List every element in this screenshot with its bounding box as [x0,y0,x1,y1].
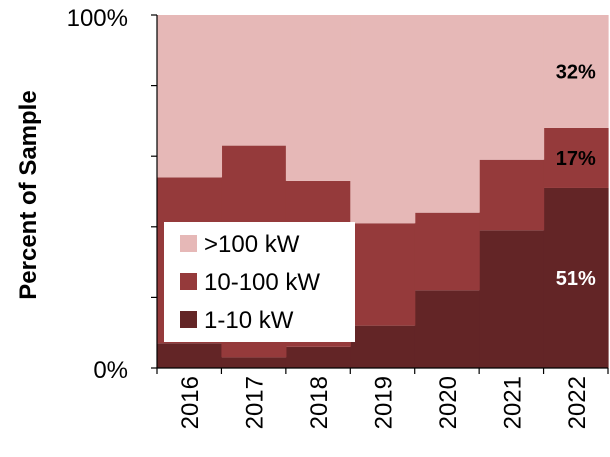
area-segment-10-100-kw-2021 [479,159,545,231]
area-segment-100-kw-2016 [157,15,223,178]
x-tick-label-2021: 2021 [499,376,526,429]
area-segment-1-10-kw-2020 [414,290,480,368]
x-tick-labels: 2016 2017 2018 2019 2020 2021 2022 [177,376,591,429]
area-segment-100-kw-2021 [479,15,545,160]
legend: >100 kW 10-100 kW 1-10 kW [164,222,355,342]
x-tick-label-2016: 2016 [177,376,204,429]
area-segment-1-10-kw-2021 [479,230,545,368]
data-labels: 32% 17% 51% [556,62,596,291]
area-segment-100-kw-2022 [543,15,609,128]
y-axis-label: Percent of Sample [15,90,42,299]
area-segment-1-10-kw-2016 [157,343,223,368]
x-tick-label-2020: 2020 [435,376,462,429]
data-label-100-kw: 32% [556,62,596,84]
area-segment-100-kw-2019 [350,15,416,224]
area-segment-10-100-kw-2022 [543,127,609,188]
y-tick-label-bottom: 0% [93,357,128,384]
area-segment-1-10-kw-2018 [285,346,351,368]
legend-swatch-1-10-kw [180,311,197,328]
axis-labels: 100% 0% Percent of Sample [15,5,128,384]
area-segment-1-10-kw-2017 [221,357,287,368]
legend-swatch-10-100-kw [180,273,197,290]
legend-label-1-10-kw: 1-10 kW [204,307,294,334]
area-segment-1-10-kw-2022 [543,187,609,368]
x-tick-label-2017: 2017 [242,376,269,429]
area-segment-10-100-kw-2019 [350,223,416,326]
x-tick-label-2019: 2019 [371,376,398,429]
area-segment-10-100-kw-2020 [414,212,480,291]
x-tick-label-2018: 2018 [306,376,333,429]
area-segment-1-10-kw-2019 [350,325,416,368]
y-tick-label-top: 100% [67,5,128,32]
legend-label-10-100-kw: 10-100 kW [204,269,320,296]
x-tick-label-2022: 2022 [564,376,591,429]
legend-swatch-100-kw [180,235,197,252]
area-segment-100-kw-2017 [221,15,287,146]
legend-label-100-kw: >100 kW [204,231,300,258]
area-segment-100-kw-2018 [285,15,351,181]
axes [151,14,609,374]
area-segment-100-kw-2020 [414,15,480,213]
data-label-10-100-kw: 17% [556,148,596,170]
data-label-1-10-kw: 51% [556,268,596,290]
